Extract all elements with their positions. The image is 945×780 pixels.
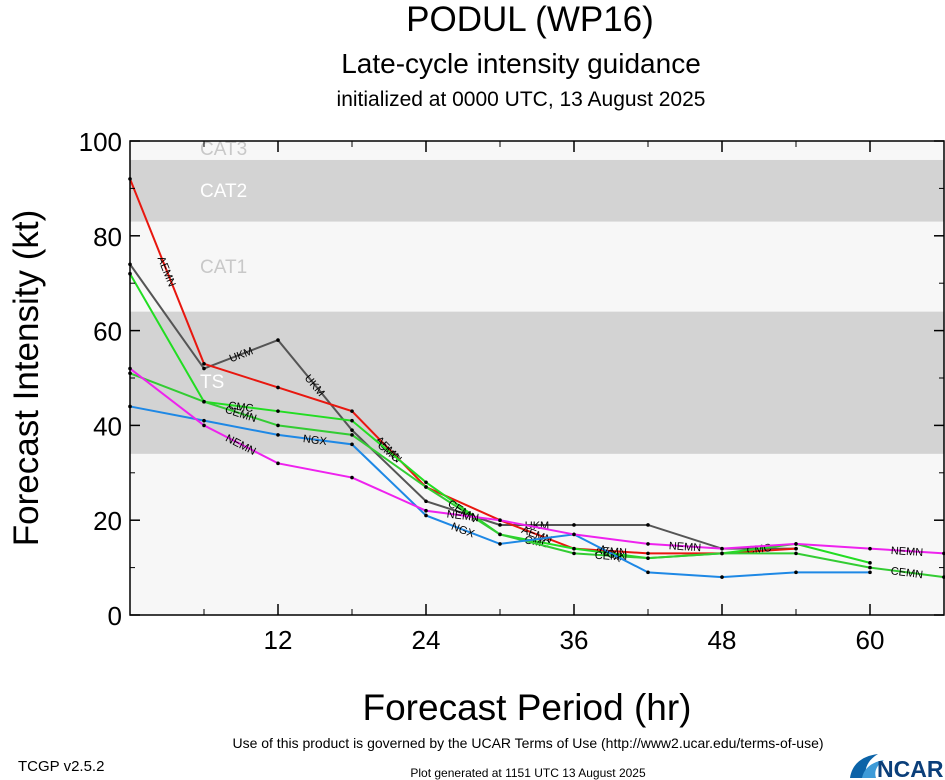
ncar-logo-swoosh-2	[862, 760, 884, 778]
point-ngx-12	[276, 433, 280, 437]
x-tick-label-48: 48	[708, 625, 737, 655]
series-label-cemn: CEMN	[890, 565, 924, 581]
series-line-aemn	[129, 178, 797, 555]
band-label-cat3: CAT3	[200, 139, 247, 160]
point-cemn-12	[276, 423, 280, 428]
point-ngx-18	[350, 442, 354, 447]
point-ngx-6	[202, 418, 206, 423]
x-tick-label-60: 60	[856, 625, 885, 655]
point-aemn-12	[276, 385, 280, 390]
band-ts	[130, 311, 944, 454]
point-nemn-30	[498, 518, 502, 522]
point-nemn-42	[646, 542, 650, 546]
point-aemn-42	[646, 551, 650, 556]
band-label-cat1: CAT1	[200, 257, 247, 278]
y-tick-label-100: 100	[79, 127, 122, 157]
ncar-logo: NCAR	[850, 754, 944, 780]
version-label: TCGP v2.5.2	[18, 758, 104, 775]
y-tick-label-20: 20	[93, 506, 122, 536]
point-ngx-24	[424, 513, 428, 518]
y-tick-label-0: 0	[108, 601, 122, 631]
point-nemn-12	[276, 461, 280, 466]
chart-subtitle: Late-cycle intensity guidance	[341, 48, 701, 79]
point-ukm-12	[276, 338, 280, 342]
point-cemn-24	[424, 485, 428, 489]
band-label-cat2: CAT2	[200, 181, 247, 202]
x-tick-label-36: 36	[560, 625, 589, 655]
point-ukm-30	[498, 523, 502, 527]
point-ngx-42	[646, 570, 650, 575]
point-cmc-60	[868, 561, 872, 565]
point-aemn-54	[794, 546, 798, 551]
y-tick-label-60: 60	[93, 317, 122, 347]
point-nemn-18	[350, 475, 354, 480]
point-aemn-6	[202, 361, 206, 366]
point-cmc-24	[424, 480, 428, 485]
point-nemn-36	[572, 532, 576, 537]
point-nemn-24	[424, 508, 428, 513]
x-axis-label: Forecast Period (hr)	[363, 687, 692, 728]
point-cemn-54	[794, 551, 798, 556]
point-ukm-6	[202, 366, 206, 371]
band-cat2	[130, 159, 944, 222]
point-cmc-36	[572, 546, 576, 551]
point-ukm-24	[424, 499, 428, 504]
point-nemn-60	[868, 546, 872, 551]
series-line-nemn	[129, 367, 945, 555]
series-line-cemn	[129, 372, 945, 579]
init-time: initialized at 0000 UTC, 13 August 2025	[337, 88, 706, 111]
point-ukm-18	[350, 428, 354, 432]
terms-of-use: Use of this product is governed by the U…	[232, 735, 823, 751]
ncar-logo-text: NCAR	[877, 756, 944, 780]
point-ukm-42	[646, 523, 650, 527]
y-tick-label-40: 40	[93, 411, 122, 441]
series-label-nemn: NEMN	[446, 508, 480, 524]
point-cemn-30	[498, 532, 502, 537]
point-aemn-18	[350, 409, 354, 413]
x-tick-label-24: 24	[412, 625, 441, 655]
point-ngx-54	[794, 570, 798, 575]
point-ngx-60	[868, 570, 872, 575]
point-ngx-48	[720, 575, 724, 579]
ncar-logo-swoosh	[850, 754, 878, 778]
series-line-ukm	[129, 263, 796, 550]
point-cemn-18	[350, 433, 354, 437]
point-cmc-18	[350, 418, 354, 423]
generated-time: Plot generated at 1151 UTC 13 August 202…	[410, 766, 646, 780]
series-label-cemn: CEMN	[594, 550, 627, 564]
point-cemn-42	[646, 556, 650, 560]
point-nemn-48	[720, 546, 724, 551]
y-tick-label-80: 80	[93, 222, 122, 252]
point-ukm-36	[572, 523, 576, 527]
point-cmc-12	[276, 409, 280, 413]
band-label-ts: TS	[200, 372, 224, 393]
series-label-box-nemn	[669, 539, 702, 553]
point-cemn-60	[868, 565, 872, 570]
series-label-nemn: NEMN	[890, 545, 923, 559]
point-cemn-48	[720, 551, 724, 556]
point-cemn-6	[202, 399, 206, 404]
y-axis-label: Forecast Intensity (kt)	[7, 210, 46, 546]
series-label-box-nemn	[891, 544, 924, 558]
series-label-nemn: NEMN	[668, 540, 701, 554]
point-nemn-54	[794, 542, 798, 546]
point-ngx-30	[498, 542, 502, 546]
series-label-ngx: NGX	[302, 433, 328, 448]
point-cemn-36	[572, 551, 576, 556]
chart-title: PODUL (WP16)	[406, 0, 654, 39]
point-nemn-6	[202, 423, 206, 428]
x-tick-label-12: 12	[264, 625, 293, 655]
